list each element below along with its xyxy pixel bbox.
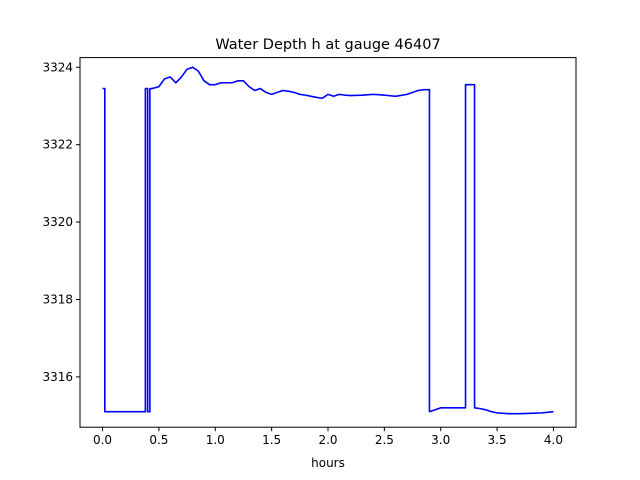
y-tick-label: 3318 (42, 292, 73, 306)
y-tick-label: 3324 (42, 60, 73, 74)
x-axis-label: hours (311, 456, 345, 470)
x-tick-label: 1.5 (262, 433, 281, 447)
y-tick-label: 3322 (42, 138, 73, 152)
y-axis: 3316 3318 3320 3322 3324 (42, 60, 80, 384)
y-tick-label: 3316 (42, 370, 73, 384)
x-tick-label: 2.0 (318, 433, 337, 447)
chart-title: Water Depth h at gauge 46407 (215, 37, 440, 53)
plot-area (102, 66, 554, 415)
x-tick-label: 2.5 (375, 433, 394, 447)
x-tick-label: 3.0 (431, 433, 450, 447)
x-tick-label: 3.5 (488, 433, 507, 447)
x-tick-label: 0.5 (149, 433, 168, 447)
x-tick-label: 1.0 (206, 433, 225, 447)
series-line-0 (102, 66, 554, 415)
x-tick-label: 0.0 (93, 433, 112, 447)
y-tick-label: 3320 (42, 215, 73, 229)
x-tick-label: 4.0 (544, 433, 563, 447)
x-axis: 0.0 0.5 1.0 1.5 2.0 2.5 3.0 3.5 4.0 (93, 427, 563, 447)
